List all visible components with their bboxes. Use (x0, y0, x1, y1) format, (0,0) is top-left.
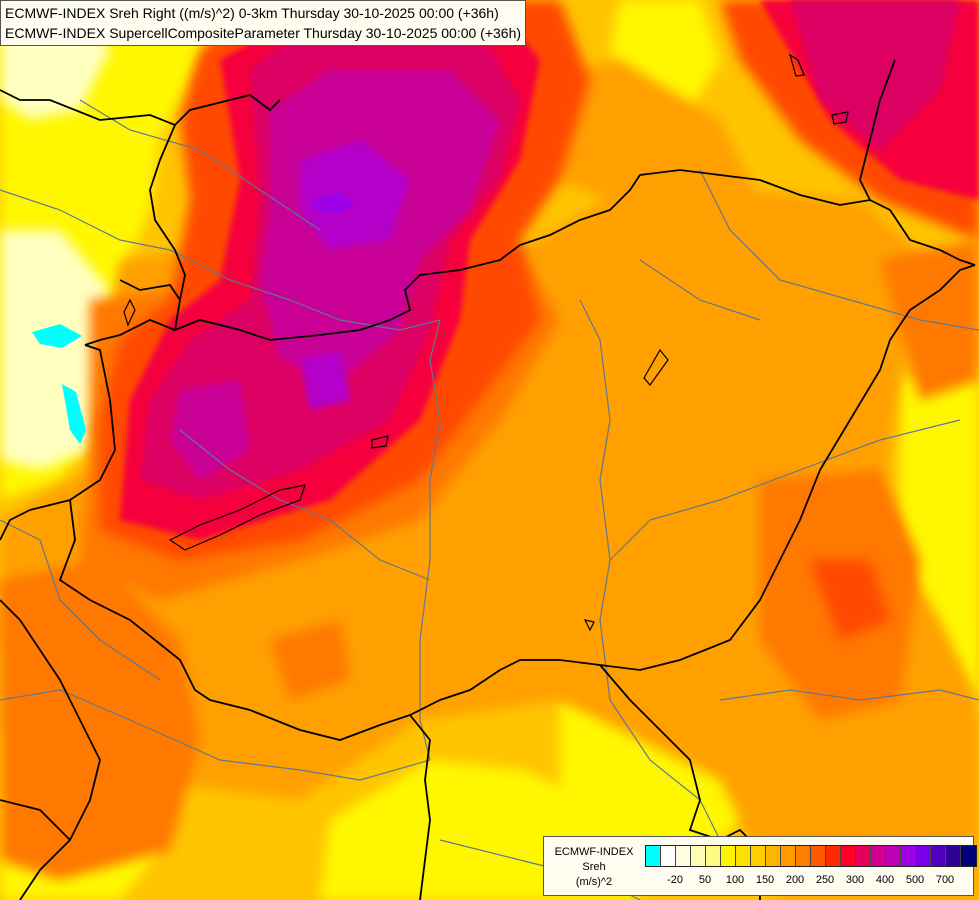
legend-tick-label: 150 (755, 874, 775, 886)
legend-tick-labels: -20 50 100 150 200 250 300 400 500 700 (645, 873, 975, 889)
map-title-box: ECMWF-INDEX Sreh Right ((m/s)^2) 0-3km T… (0, 0, 527, 46)
legend-tick-label: -20 (667, 874, 683, 886)
legend-swatch (661, 846, 676, 866)
legend-swatch (811, 846, 826, 866)
legend-swatch (841, 846, 856, 866)
legend-unit: (m/s)^2 (575, 876, 613, 888)
legend-model: ECMWF-INDEX (554, 846, 634, 858)
legend-tick-label: 250 (815, 874, 835, 886)
legend-swatch (796, 846, 811, 866)
legend-tick-label: 100 (725, 874, 745, 886)
country-borders (0, 59, 976, 900)
legend-tick-label: 400 (875, 874, 895, 886)
legend-swatch (856, 846, 871, 866)
legend-swatch (871, 846, 886, 866)
legend-color-scale (645, 845, 977, 867)
field-layer-cyan (32, 324, 86, 444)
map-title-line-1: ECMWF-INDEX Sreh Right ((m/s)^2) 0-3km T… (5, 5, 499, 21)
legend-swatch (781, 846, 796, 866)
legend-swatch (721, 846, 736, 866)
legend-title: ECMWF-INDEX Sreh (m/s)^2 (548, 845, 640, 890)
legend-swatch (886, 846, 901, 866)
legend-swatch (691, 846, 706, 866)
legend-swatch (931, 846, 946, 866)
legend-swatch (766, 846, 781, 866)
legend-tick-label: 200 (785, 874, 805, 886)
legend-tick-label: 500 (905, 874, 925, 886)
field-layer-purple (312, 192, 356, 214)
legend-swatch (961, 846, 976, 866)
legend-swatch (946, 846, 961, 866)
legend-swatch (676, 846, 691, 866)
legend-tick-label: 700 (935, 874, 955, 886)
map-title-line-2: ECMWF-INDEX SupercellCompositeParameter … (5, 25, 522, 41)
legend-swatch (706, 846, 721, 866)
legend-swatch (901, 846, 916, 866)
lakes (123, 53, 849, 632)
legend-tick-label: 300 (845, 874, 865, 886)
field-layer-violet (300, 140, 410, 410)
color-legend: ECMWF-INDEX Sreh (m/s)^2 -20 50 100 150 200 2… (543, 836, 977, 896)
legend-swatch (826, 846, 841, 866)
legend-swatch (736, 846, 751, 866)
legend-variable: Sreh (582, 861, 606, 873)
legend-swatch (646, 846, 661, 866)
legend-tick-label: 50 (698, 874, 712, 886)
legend-swatch (751, 846, 766, 866)
legend-swatch (916, 846, 931, 866)
